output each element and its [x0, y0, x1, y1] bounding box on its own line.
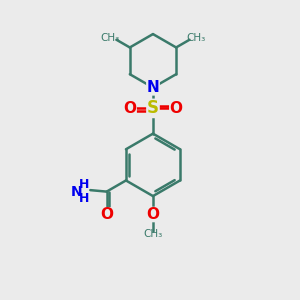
Text: CH₃: CH₃ — [143, 230, 163, 239]
Text: O: O — [169, 101, 182, 116]
Text: H: H — [79, 178, 89, 191]
Text: O: O — [100, 207, 113, 222]
Text: N: N — [147, 80, 159, 95]
Text: O: O — [124, 101, 136, 116]
Text: S: S — [147, 99, 159, 117]
Text: H: H — [79, 192, 89, 205]
Text: N: N — [70, 184, 82, 199]
Text: N: N — [147, 80, 159, 95]
Text: CH₃: CH₃ — [100, 32, 120, 43]
Text: O: O — [146, 207, 160, 222]
Text: CH₃: CH₃ — [186, 32, 206, 43]
